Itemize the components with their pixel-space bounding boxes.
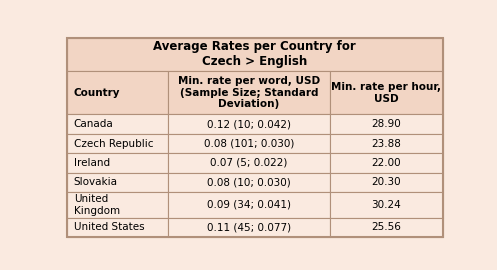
Bar (168, 173, 330, 192)
Text: 0.11 (45; 0.077): 0.11 (45; 0.077) (207, 222, 291, 232)
Bar (168, 153, 330, 173)
Text: 0.08 (101; 0.030): 0.08 (101; 0.030) (204, 139, 294, 148)
Text: Country: Country (74, 88, 120, 98)
Bar (330, 153, 443, 173)
Text: United States: United States (74, 222, 144, 232)
Text: 20.30: 20.30 (371, 177, 401, 187)
Bar (330, 71, 443, 114)
Bar (330, 218, 443, 237)
Text: United
Kingdom: United Kingdom (74, 194, 120, 216)
Bar (67, 218, 168, 237)
Text: Slovakia: Slovakia (74, 177, 118, 187)
Text: Czech Republic: Czech Republic (74, 139, 153, 148)
Bar (330, 114, 443, 134)
Text: 0.09 (34; 0.041): 0.09 (34; 0.041) (207, 200, 291, 210)
Bar (330, 173, 443, 192)
Text: 0.08 (10; 0.030): 0.08 (10; 0.030) (207, 177, 291, 187)
Text: Average Rates per Country for
Czech > English: Average Rates per Country for Czech > En… (154, 40, 356, 69)
Text: 0.07 (5; 0.022): 0.07 (5; 0.022) (210, 158, 288, 168)
Text: 22.00: 22.00 (371, 158, 401, 168)
Bar (67, 114, 168, 134)
Bar (168, 114, 330, 134)
Bar (67, 192, 168, 218)
Text: 23.88: 23.88 (371, 139, 401, 148)
Bar (67, 153, 168, 173)
Text: 0.12 (10; 0.042): 0.12 (10; 0.042) (207, 119, 291, 129)
Bar (67, 38, 443, 71)
Bar (168, 71, 330, 114)
Text: 25.56: 25.56 (371, 222, 401, 232)
Bar (168, 218, 330, 237)
Bar (330, 192, 443, 218)
Text: Ireland: Ireland (74, 158, 110, 168)
Bar (168, 192, 330, 218)
Bar (67, 134, 168, 153)
Text: Canada: Canada (74, 119, 113, 129)
Bar (67, 173, 168, 192)
Bar (168, 134, 330, 153)
Bar (67, 71, 168, 114)
Text: 30.24: 30.24 (371, 200, 401, 210)
Bar (330, 134, 443, 153)
Text: 28.90: 28.90 (371, 119, 401, 129)
Text: Min. rate per hour,
USD: Min. rate per hour, USD (331, 82, 441, 104)
Text: Min. rate per word, USD
(Sample Size; Standard
Deviation): Min. rate per word, USD (Sample Size; St… (178, 76, 320, 109)
